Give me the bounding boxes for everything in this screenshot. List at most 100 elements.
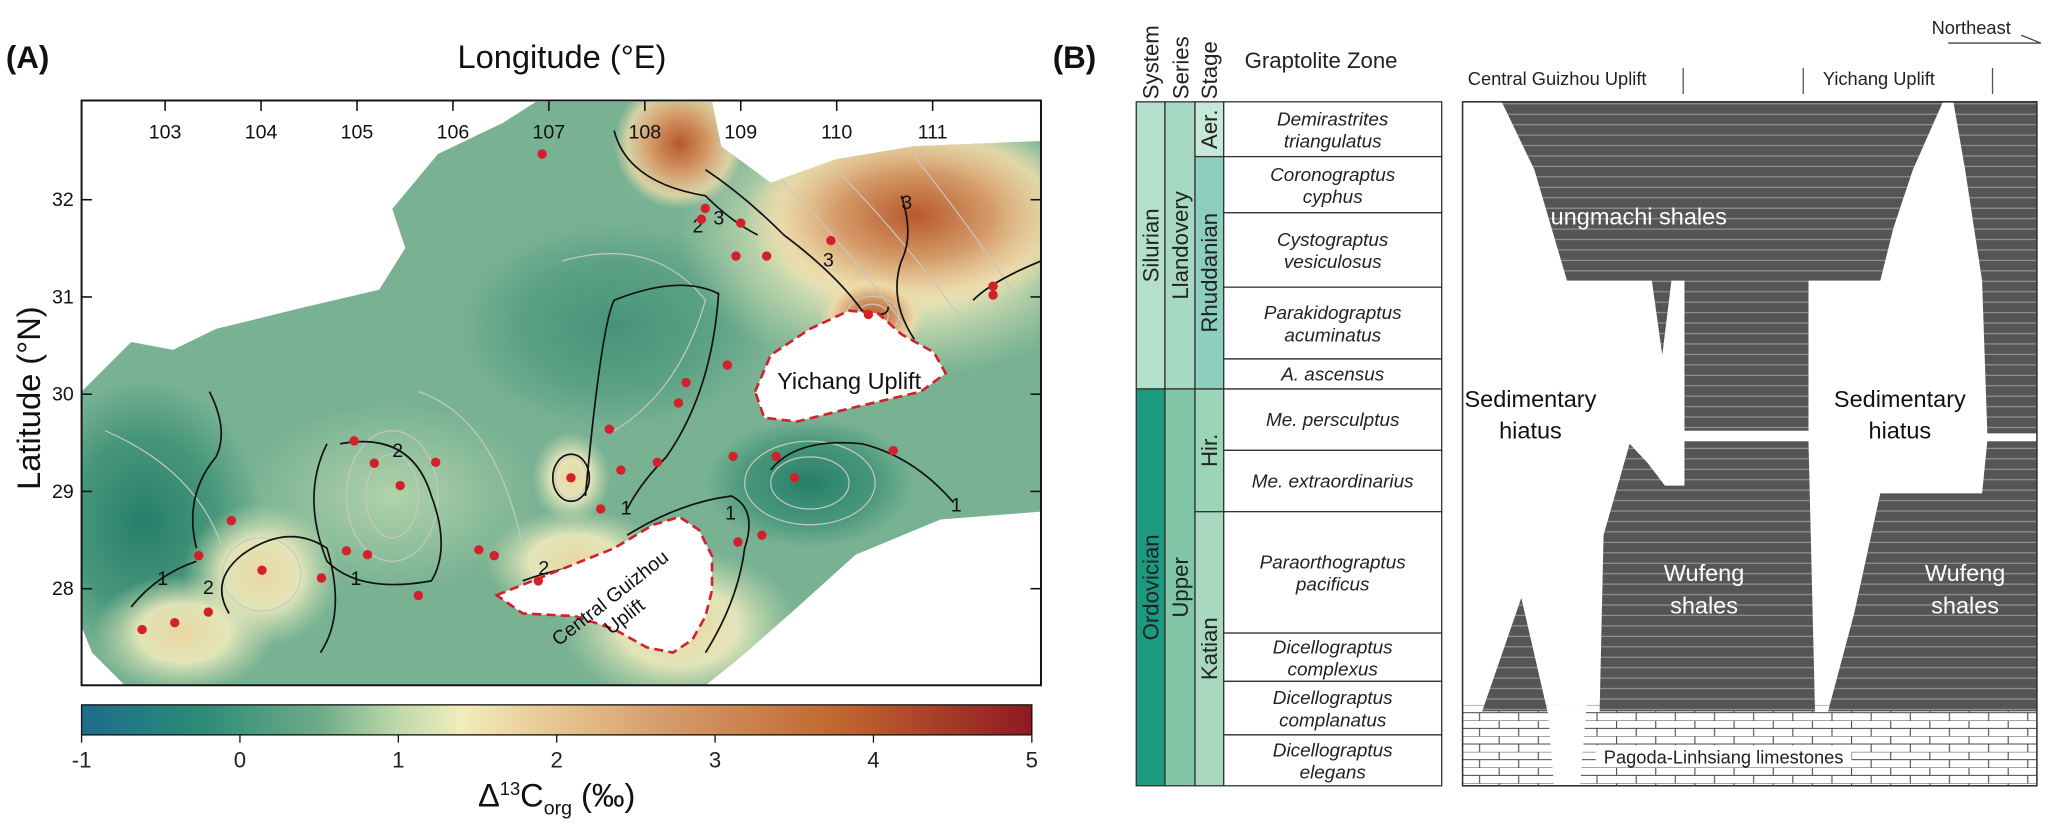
contour-labels: 1 1 1 1 2 2 2 2 3 3 3 1 (157, 192, 962, 599)
wufeng-label-east-2: shales (1931, 592, 1999, 618)
graptolite-zone-species: cyphus (1303, 187, 1363, 208)
region-yichang-uplift: Yichang Uplift (1823, 68, 1935, 89)
region-central-guizhou-uplift: Central Guizhou Uplift (1468, 68, 1647, 89)
panel-b: (B) System Series Stage Graptolite Zone … (1053, 17, 2042, 787)
system-ordovician-label: Ordovician (1138, 534, 1163, 640)
sample-site (988, 281, 998, 291)
sample-site (731, 251, 741, 261)
header-series: Series (1168, 36, 1193, 99)
y-axis-title: Latitude (°N) (10, 306, 47, 490)
graptolite-zone-genus: Demirastrites (1277, 109, 1389, 130)
lat-tick-label: 29 (52, 481, 74, 503)
lat-tick-label: 28 (52, 578, 74, 600)
direction-arrow-icon (1948, 34, 2042, 44)
limestone-gap (1547, 704, 1587, 786)
hiatus-label-west-2: hiatus (1499, 418, 1562, 444)
direction-label: Northeast (1932, 17, 2011, 38)
graptolite-zone-cell (1223, 680, 1443, 736)
header-graptolite-zone: Graptolite Zone (1245, 48, 1398, 73)
graptolite-zone-cell (1223, 358, 1443, 390)
sample-site (369, 458, 379, 468)
sample-site (888, 445, 898, 456)
longitude-ticks: 103 104 105 106 107 108 109 110 111 (149, 100, 948, 143)
wufeng-label-east: Wufeng (1925, 560, 2006, 586)
sample-site (736, 218, 746, 228)
lat-tick-label: 30 (52, 384, 74, 406)
series-upper (1164, 388, 1196, 787)
stage-aeronian-label: Aer. (1197, 109, 1222, 148)
sample-site (673, 398, 684, 408)
contour-label: 1 (350, 568, 361, 590)
wufeng-shale-wedge (1482, 597, 1548, 712)
sample-site (652, 457, 662, 467)
series-upper-label: Upper (1168, 557, 1193, 618)
sample-site (430, 457, 441, 467)
sample-site (537, 149, 547, 159)
lon-tick-label: 106 (437, 121, 470, 143)
colorbar-tick-label: 0 (234, 748, 246, 773)
lat-tick-label: 31 (52, 286, 74, 308)
graptolite-zone-species: complanatus (1279, 710, 1387, 731)
sample-site (316, 573, 327, 583)
graptolite-zone-species: acuminatus (1284, 325, 1381, 346)
lon-tick-label: 108 (628, 121, 661, 143)
hiatus-label-east-2: hiatus (1869, 418, 1932, 444)
stage-katian-label: Katian (1197, 617, 1222, 680)
graptolite-zone-genus: Paraorthograptus (1260, 552, 1407, 573)
limestone-label: Pagoda-Linhsiang limestones (1604, 747, 1844, 768)
x-axis-title: Longitude (°E) (457, 38, 666, 75)
system-silurian (1135, 101, 1166, 390)
lon-tick-label: 103 (149, 121, 182, 143)
contour-label: 2 (392, 440, 403, 462)
sample-site (203, 607, 213, 617)
minor-contours (104, 156, 1020, 612)
panel-a: (A) Longitude (°E) Latitude (°N) (6, 38, 1042, 820)
contour-label: 2 (692, 215, 703, 237)
graptolite-zone-genus: Coronograptus (1270, 165, 1396, 186)
sample-site (696, 214, 707, 224)
sample-site (474, 545, 484, 555)
graptolite-zone-cell (1223, 101, 1443, 158)
colorbar-title: Δ13Corg (‰) (478, 777, 635, 820)
section-frame (1461, 101, 2038, 787)
colorbar-ticks: -1 0 1 2 3 4 5 (72, 734, 1038, 773)
graptolite-zone-genus: Dicellograptus (1273, 688, 1393, 709)
graptolite-zone-genus: Dicellograptus (1273, 637, 1393, 658)
yichang-uplift-label: Yichang Uplift (777, 368, 922, 394)
graptolite-zone-cell (1223, 734, 1443, 787)
graptolite-zone-cell (1223, 155, 1443, 214)
contour-label: 3 (713, 208, 724, 230)
sample-site (533, 576, 544, 586)
sample-site (595, 504, 606, 514)
graptolite-zone-cell (1223, 449, 1443, 513)
central-guizhou-uplift-area (493, 515, 714, 655)
lon-tick-label: 110 (821, 121, 852, 143)
contour-label: 2 (538, 557, 549, 579)
system-silurian-label: Silurian (1138, 208, 1163, 282)
sample-site (395, 480, 405, 491)
sample-site (193, 550, 204, 561)
graptolite-zone-name: A. ascensus (1280, 364, 1385, 385)
graptolite-zone-name: Me. persculptus (1266, 410, 1400, 431)
stage-rhuddanian-label: Rhuddanian (1197, 213, 1222, 333)
wufeng-label-central-2: shales (1670, 592, 1738, 618)
limestone-label-bg (1595, 745, 1852, 768)
panel-b-label: (B) (1053, 40, 1096, 75)
contour-label: 1 (157, 568, 168, 590)
sample-site (489, 550, 499, 561)
lon-tick-label: 111 (918, 121, 948, 143)
lungmachi-label: Lungmachi shales (1538, 204, 1727, 230)
sample-site (604, 424, 615, 434)
graptolite-zone-name: Me. extraordinarius (1252, 472, 1414, 493)
stage-hirnantian-label: Hir. (1197, 434, 1222, 467)
system-ordovician (1135, 388, 1166, 787)
sample-site (413, 590, 424, 601)
lon-tick-label: 104 (245, 121, 278, 143)
lon-tick-label: 107 (533, 121, 566, 143)
sample-site (733, 537, 743, 547)
stage-aeronian (1194, 101, 1225, 158)
colorbar-tick-label: -1 (72, 748, 92, 773)
contour-label: 1 (951, 495, 962, 517)
